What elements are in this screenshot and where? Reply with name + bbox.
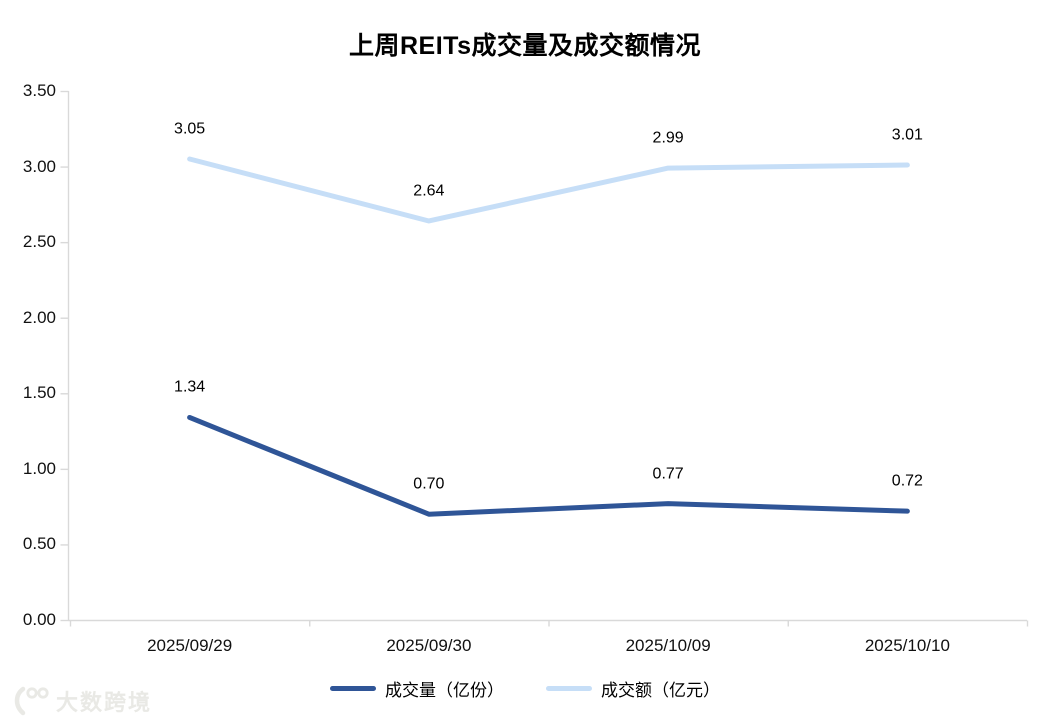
x-tick-label: 2025/09/30 xyxy=(386,636,472,655)
data-label-series1: 3.01 xyxy=(891,126,923,144)
y-tick-label: 1.50 xyxy=(22,383,56,403)
y-tick-label: 2.50 xyxy=(22,232,56,252)
data-label-series0: 0.72 xyxy=(891,472,923,490)
x-tick-label: 2025/09/29 xyxy=(147,636,233,655)
series-line-0 xyxy=(187,414,910,517)
y-tick-label: 1.00 xyxy=(22,458,56,478)
data-label-series0: 0.70 xyxy=(413,475,445,493)
legend-label-turnover: 成交额（亿元） xyxy=(601,681,720,700)
data-label-series0: 1.34 xyxy=(174,378,206,396)
data-label-series1: 3.05 xyxy=(174,120,206,138)
data-label-series0: 0.77 xyxy=(652,465,684,483)
watermark: 大数跨境 xyxy=(10,685,152,717)
data-label-series1: 2.99 xyxy=(652,129,684,147)
x-tick-label: 2025/10/09 xyxy=(625,636,711,655)
legend-item-volume: 成交量（亿份） xyxy=(330,676,504,701)
legend-label-volume: 成交量（亿份） xyxy=(385,681,504,700)
volume-line-swatch xyxy=(330,686,376,691)
y-tick-label: 2.00 xyxy=(22,307,56,327)
dashu-100-logo-icon xyxy=(14,686,49,716)
chart-title: 上周REITs成交量及成交额情况 xyxy=(349,32,701,60)
y-tick-label: 3.00 xyxy=(22,156,56,176)
watermark-brand: 大数跨境 xyxy=(56,690,153,715)
series-line-1 xyxy=(187,156,910,224)
legend-item-turnover: 成交额（亿元） xyxy=(546,676,720,701)
y-tick-label: 0.00 xyxy=(22,610,56,629)
y-tick-label: 0.50 xyxy=(22,534,56,554)
turnover-line-swatch xyxy=(546,686,592,691)
y-tick-label: 3.50 xyxy=(22,81,56,100)
x-tick-label: 2025/10/10 xyxy=(864,636,950,655)
chart-legend: 成交量（亿份） 成交额（亿元） xyxy=(0,676,1050,701)
data-label-series1: 2.64 xyxy=(413,182,445,200)
